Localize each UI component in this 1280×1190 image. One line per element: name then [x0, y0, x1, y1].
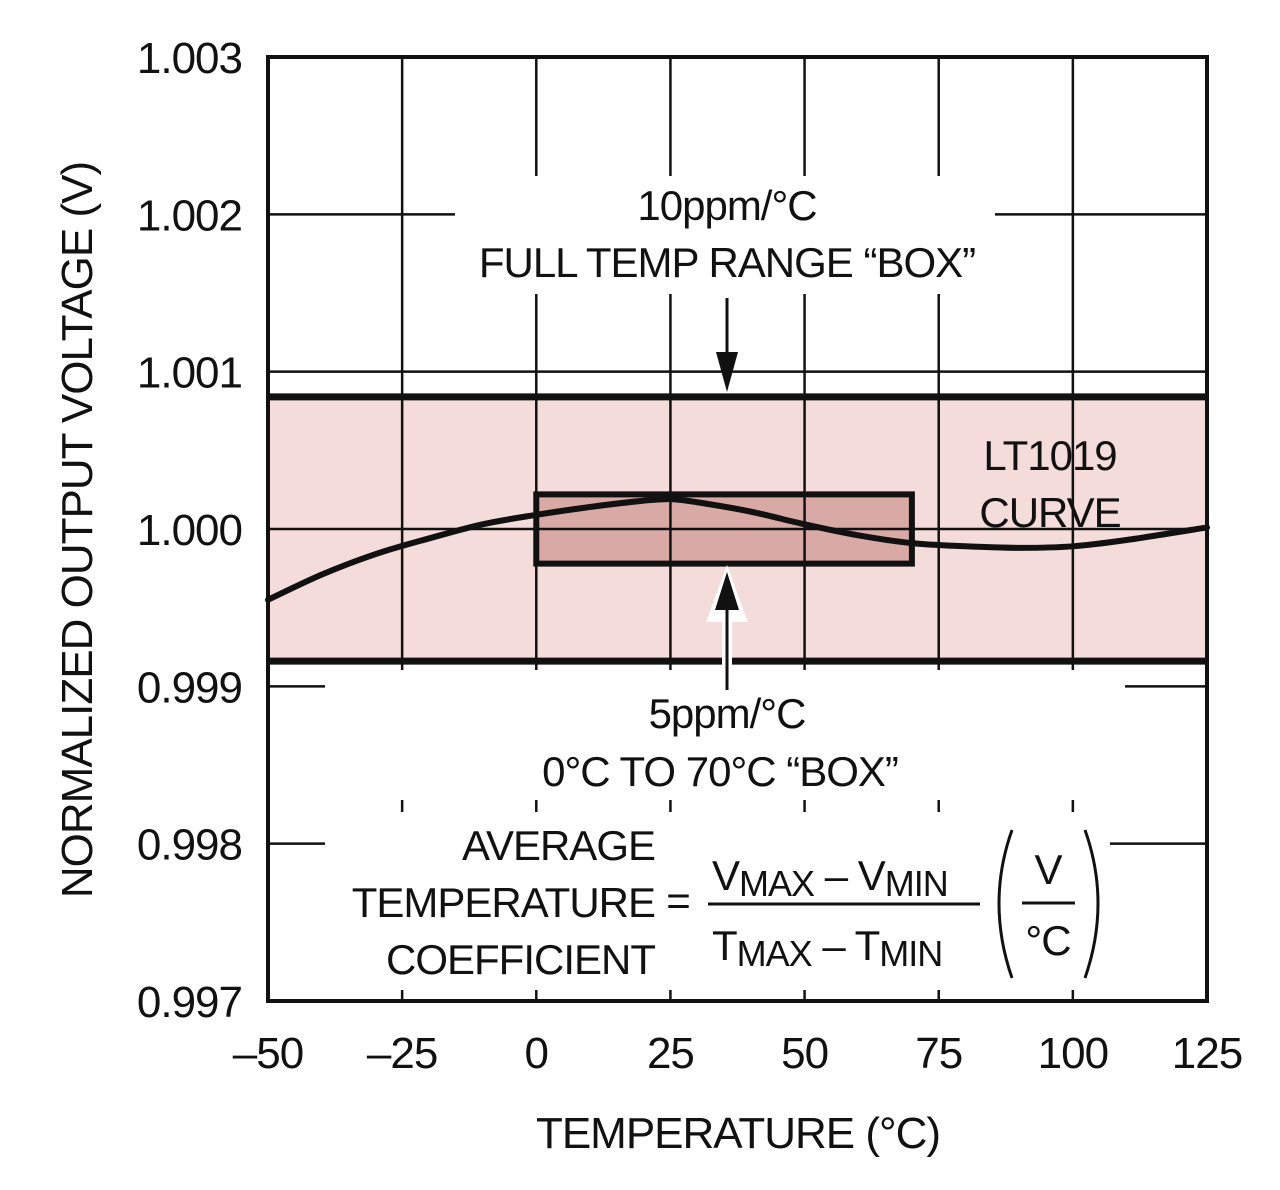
y-tick-label: 0.997 [137, 978, 242, 1027]
curve-label-line1: LT1019 [983, 432, 1116, 479]
x-tick-label: 75 [915, 1029, 962, 1078]
small-box-arrow [706, 565, 748, 690]
formula-label-line2: TEMPERATURE [352, 879, 655, 926]
curve-label-line2: CURVE [979, 489, 1120, 536]
y-axis-label: NORMALIZED OUTPUT VOLTAGE (V) [53, 162, 102, 898]
x-tick-labels: –50 –25 0 25 50 75 100 125 [233, 1029, 1243, 1078]
small-box-annotation-line1: 5ppm/°C [649, 690, 806, 737]
x-tick-label: 125 [1172, 1029, 1242, 1078]
plot-frame [266, 55, 1209, 1003]
formula-denominator: TMAX – TMIN [712, 922, 942, 974]
y-tick-label: 1.000 [137, 506, 242, 555]
temperature-coefficient-formula: AVERAGE TEMPERATURE COEFFICIENT = VMAX –… [352, 822, 1100, 983]
x-tick-label: –25 [367, 1029, 437, 1078]
formula-left-paren [997, 829, 1014, 979]
full-box-annotation-line2: FULL TEMP RANGE “BOX” [479, 239, 975, 286]
label-masks [325, 176, 1125, 990]
y-tick-label: 0.999 [137, 663, 242, 712]
full-box-arrow [716, 298, 738, 392]
lt1019-curve [265, 496, 1210, 603]
formula-label-line1: AVERAGE [462, 822, 655, 869]
x-tick-label: 100 [1038, 1029, 1108, 1078]
x-tick-label: 0 [525, 1029, 548, 1078]
x-tick-label: 50 [781, 1029, 828, 1078]
x-tick-label: 25 [647, 1029, 694, 1078]
y-tick-labels: 0.997 0.998 0.999 1.000 1.001 1.002 1.003 [137, 34, 243, 1027]
y-tick-label: 0.998 [137, 821, 242, 870]
x-axis-label: TEMPERATURE (°C) [536, 1109, 940, 1158]
formula-unit-denominator: °C [1025, 917, 1070, 964]
small-box-outline [533, 491, 915, 567]
x-tick-label: –50 [233, 1029, 303, 1078]
y-tick-label: 1.003 [137, 34, 242, 83]
formula-equals: = [666, 877, 690, 924]
formula-right-paren [1083, 829, 1100, 979]
formula-numerator: VMAX – VMIN [712, 852, 948, 904]
formula-label-line3: COEFFICIENT [386, 936, 655, 983]
y-tick-label: 1.001 [137, 349, 242, 398]
full-box-annotation-line1: 10ppm/°C [637, 182, 816, 229]
small-box-annotation-line2: 0°C TO 70°C “BOX” [542, 748, 898, 795]
y-tick-label: 1.002 [137, 191, 242, 240]
formula-unit-numerator: V [1034, 846, 1062, 893]
